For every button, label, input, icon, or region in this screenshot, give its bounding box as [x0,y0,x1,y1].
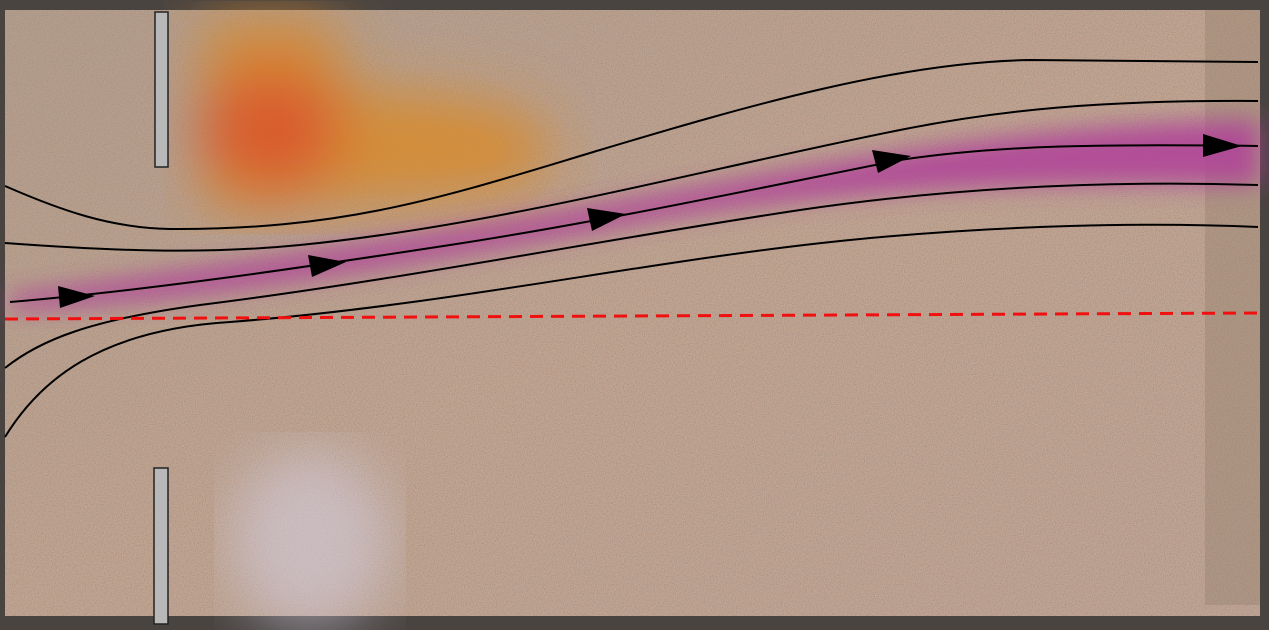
right-edge-shade [1205,10,1260,605]
barrier-top [155,12,168,167]
body [0,0,1269,630]
photo [0,0,1269,630]
light-patch [230,450,390,630]
red-core [200,70,340,190]
barrier-bottom [154,468,168,624]
page: Streamlines {} html, body { margin: 0; p… [0,0,1269,630]
sand-bed [5,10,1260,616]
